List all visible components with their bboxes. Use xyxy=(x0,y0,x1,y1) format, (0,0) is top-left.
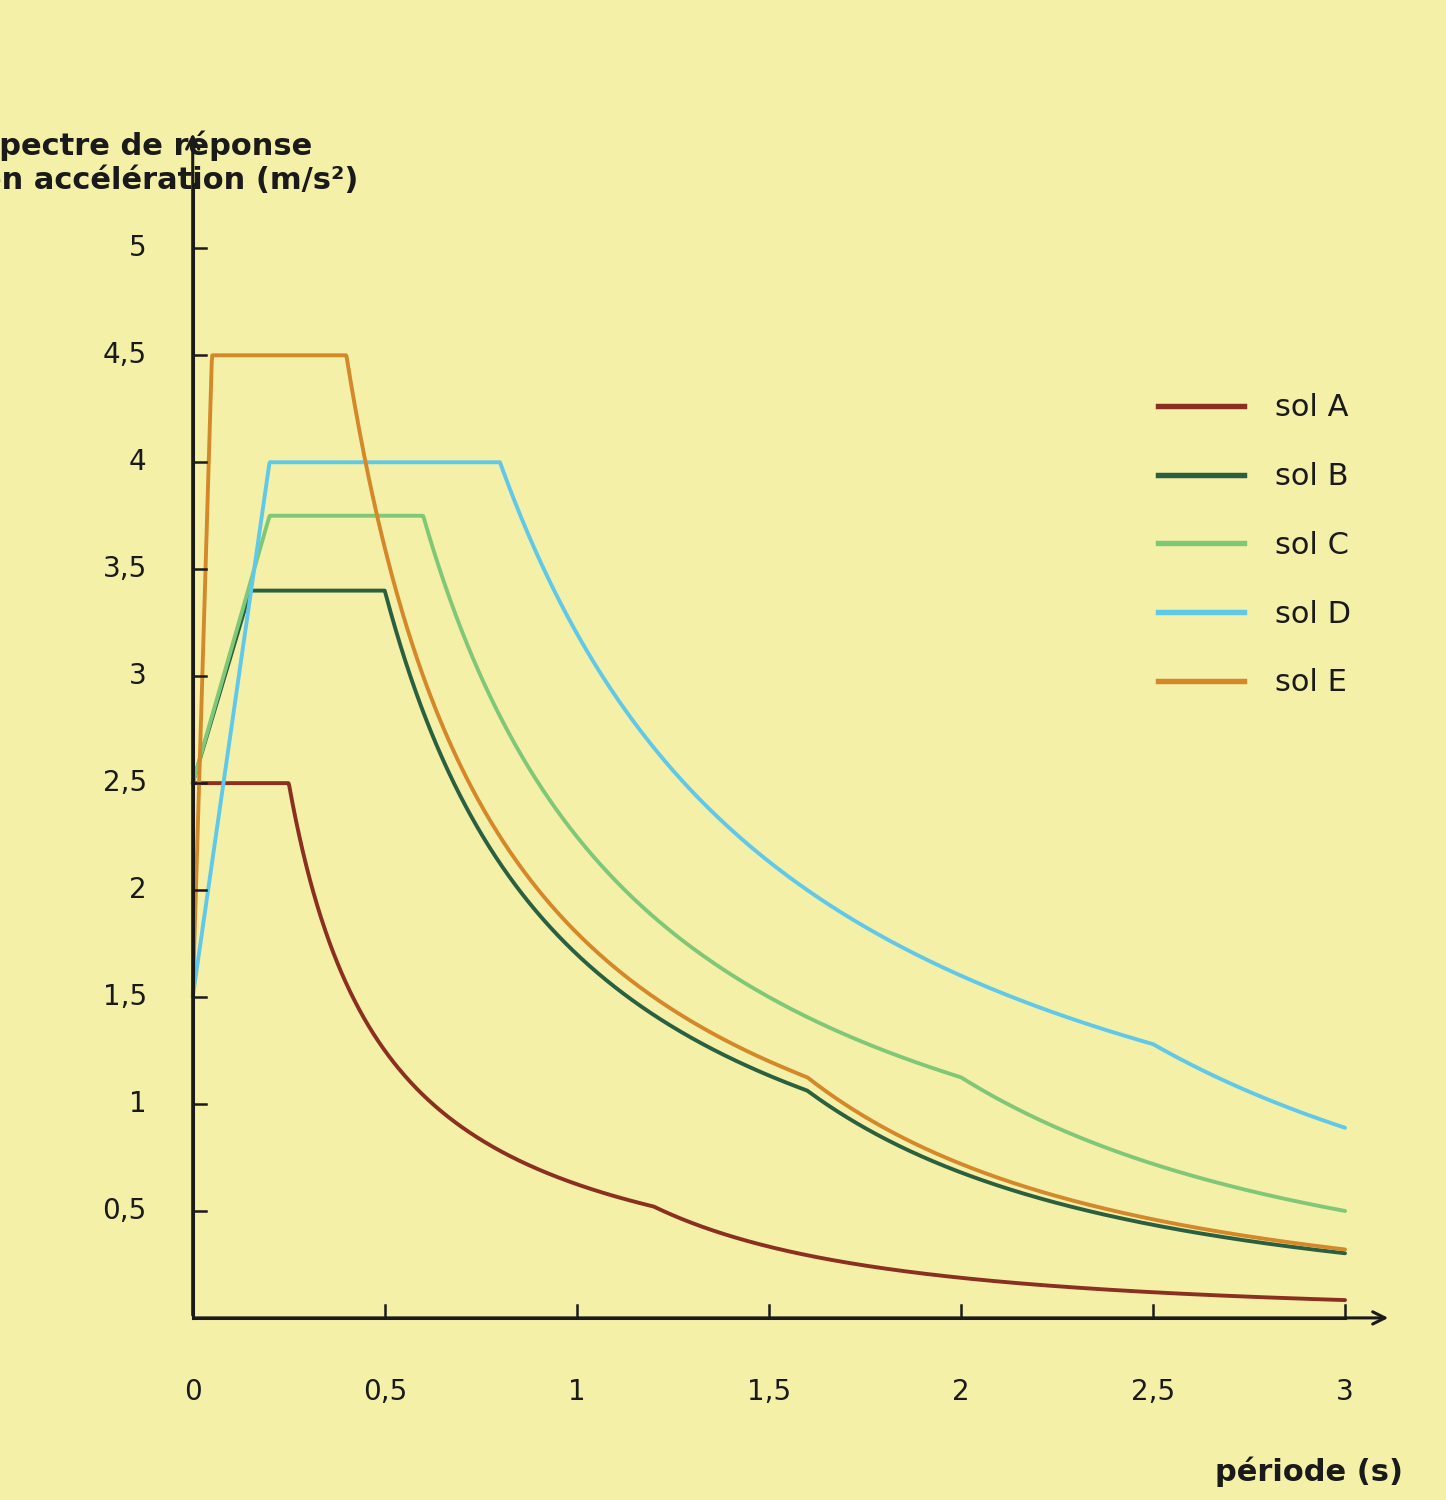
sol D xyxy=(1092,1020,1109,1038)
sol B xyxy=(184,774,201,792)
sol C xyxy=(1092,1137,1109,1155)
sol A xyxy=(184,774,201,792)
Text: 5: 5 xyxy=(129,234,146,262)
sol D xyxy=(243,579,260,597)
Text: 4,5: 4,5 xyxy=(103,342,146,369)
Text: 2: 2 xyxy=(951,1378,970,1406)
Text: 2,5: 2,5 xyxy=(1131,1378,1176,1406)
sol A xyxy=(745,1233,762,1251)
sol C xyxy=(1303,1196,1320,1214)
sol C xyxy=(262,507,279,525)
sol A xyxy=(714,1224,732,1242)
sol D xyxy=(1336,1119,1353,1137)
sol B xyxy=(745,1060,762,1078)
Line: sol D: sol D xyxy=(192,462,1345,1128)
sol C xyxy=(243,570,260,588)
sol B xyxy=(1092,1204,1109,1222)
sol A xyxy=(243,774,260,792)
sol D xyxy=(745,840,762,858)
sol D xyxy=(1303,1107,1320,1125)
sol E xyxy=(745,1046,762,1064)
Text: 3: 3 xyxy=(1336,1378,1353,1406)
sol D xyxy=(714,813,732,831)
Text: 0: 0 xyxy=(184,1378,201,1406)
Line: sol A: sol A xyxy=(192,783,1345,1300)
Line: sol B: sol B xyxy=(192,591,1345,1254)
Text: 2,5: 2,5 xyxy=(103,770,146,796)
sol E xyxy=(714,1030,732,1048)
sol E xyxy=(1303,1236,1320,1254)
sol C xyxy=(714,960,732,978)
sol D xyxy=(1303,1107,1320,1125)
sol B xyxy=(241,582,259,600)
Text: 1: 1 xyxy=(568,1378,586,1406)
Text: 3: 3 xyxy=(129,662,146,690)
Line: sol E: sol E xyxy=(192,356,1345,1250)
Text: 1,5: 1,5 xyxy=(103,982,146,1011)
Text: 1,5: 1,5 xyxy=(746,1378,791,1406)
sol B xyxy=(714,1046,732,1064)
sol B xyxy=(1336,1245,1353,1263)
Text: 0,5: 0,5 xyxy=(363,1378,406,1406)
Text: 4: 4 xyxy=(129,448,146,477)
Text: 2: 2 xyxy=(129,876,146,904)
sol E xyxy=(243,346,260,364)
Legend: sol A, sol B, sol C, sol D, sol E: sol A, sol B, sol C, sol D, sol E xyxy=(1147,381,1362,710)
sol A xyxy=(1303,1290,1320,1308)
sol C xyxy=(745,980,762,998)
sol E xyxy=(204,346,221,364)
sol E xyxy=(1092,1198,1109,1216)
Text: spectre de réponse
en accélération (m/s²): spectre de réponse en accélération (m/s²… xyxy=(0,130,359,195)
sol E xyxy=(184,988,201,1006)
sol A xyxy=(1336,1292,1353,1310)
Line: sol C: sol C xyxy=(192,516,1345,1210)
sol D xyxy=(184,988,201,1006)
sol E xyxy=(1336,1240,1353,1258)
sol C xyxy=(1336,1202,1353,1219)
sol D xyxy=(262,453,279,471)
sol B xyxy=(1303,1240,1320,1258)
sol B xyxy=(243,582,260,600)
Text: 1: 1 xyxy=(129,1090,146,1118)
sol E xyxy=(1303,1236,1320,1254)
Text: 3,5: 3,5 xyxy=(103,555,146,584)
Text: 0,5: 0,5 xyxy=(103,1197,146,1225)
sol C xyxy=(184,774,201,792)
sol A xyxy=(1303,1290,1320,1308)
sol A xyxy=(1092,1280,1109,1298)
sol C xyxy=(1303,1196,1320,1214)
sol B xyxy=(1303,1240,1320,1258)
Text: période (s): période (s) xyxy=(1215,1456,1403,1488)
